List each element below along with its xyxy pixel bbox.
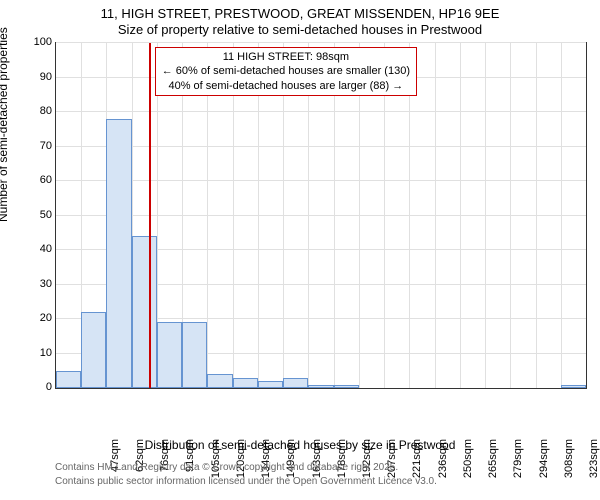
ytick-label: 50	[12, 209, 52, 221]
y-axis-label-text: Number of semi-detached properties	[0, 27, 10, 222]
marker-smaller: ← 60% of semi-detached houses are smalle…	[162, 64, 410, 78]
ytick-label: 90	[12, 71, 52, 83]
histogram-bar	[132, 236, 157, 388]
gridline-v	[485, 43, 486, 388]
y-axis-label: Number of semi-detached properties	[0, 27, 10, 222]
gridline-v	[561, 43, 562, 388]
chart-title-line2: Size of property relative to semi-detach…	[0, 22, 600, 37]
footer-copyright-2: Contains public sector information licen…	[55, 476, 437, 487]
gridline-h	[56, 215, 586, 216]
histogram-bar	[207, 374, 232, 388]
histogram-bar	[157, 322, 182, 388]
ytick-label: 100	[12, 36, 52, 48]
histogram-chart: 11, HIGH STREET, PRESTWOOD, GREAT MISSEN…	[0, 0, 600, 500]
ytick-label: 40	[12, 243, 52, 255]
marker-info-box: 11 HIGH STREET: 98sqm← 60% of semi-detac…	[155, 47, 417, 96]
ytick-label: 80	[12, 105, 52, 117]
histogram-bar	[182, 322, 207, 388]
histogram-bar	[81, 312, 106, 388]
ytick-label: 10	[12, 347, 52, 359]
histogram-bar	[56, 371, 81, 388]
histogram-bar	[106, 119, 131, 388]
histogram-bar	[308, 385, 333, 388]
ytick-label: 0	[12, 381, 52, 393]
histogram-bar	[283, 378, 308, 388]
footer-copyright-1: Contains HM Land Registry data © Crown c…	[55, 462, 398, 473]
gridline-h	[56, 146, 586, 147]
plot-area: 11 HIGH STREET: 98sqm← 60% of semi-detac…	[55, 42, 587, 389]
chart-title-line1: 11, HIGH STREET, PRESTWOOD, GREAT MISSEN…	[0, 6, 600, 21]
gridline-h	[56, 180, 586, 181]
ytick-label: 30	[12, 278, 52, 290]
gridline-v	[435, 43, 436, 388]
gridline-v	[510, 43, 511, 388]
x-axis-label: Distribution of semi-detached houses by …	[0, 438, 600, 452]
marker-sqm: 11 HIGH STREET: 98sqm	[162, 50, 410, 64]
marker-line	[149, 43, 151, 388]
gridline-h	[56, 42, 586, 43]
histogram-bar	[233, 378, 258, 388]
histogram-bar	[334, 385, 359, 388]
gridline-h	[56, 111, 586, 112]
ytick-label: 60	[12, 174, 52, 186]
gridline-v	[536, 43, 537, 388]
histogram-bar	[561, 385, 586, 388]
gridline-v	[460, 43, 461, 388]
ytick-label: 20	[12, 312, 52, 324]
histogram-bar	[258, 381, 283, 388]
marker-larger: 40% of semi-detached houses are larger (…	[162, 79, 410, 93]
ytick-label: 70	[12, 140, 52, 152]
